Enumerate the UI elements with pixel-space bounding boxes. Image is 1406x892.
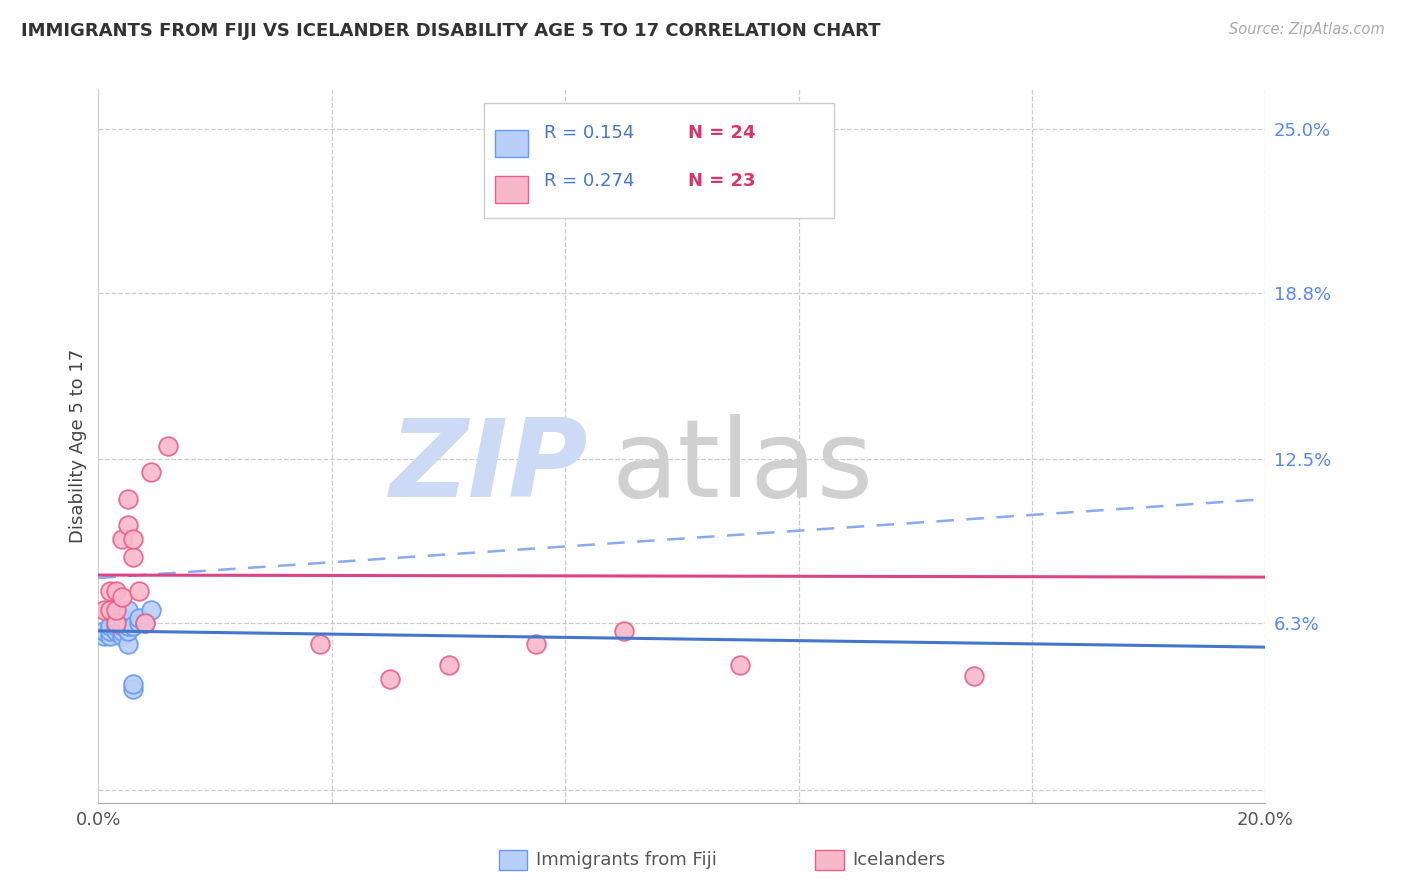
- Point: [524, 637, 547, 651]
- Point: [139, 466, 162, 480]
- Text: N = 23: N = 23: [688, 171, 755, 189]
- Point: [117, 603, 139, 617]
- FancyBboxPatch shape: [495, 129, 527, 157]
- Point: [378, 672, 402, 686]
- Point: [104, 611, 127, 625]
- FancyBboxPatch shape: [495, 176, 527, 203]
- Point: [104, 616, 127, 631]
- Point: [122, 618, 145, 632]
- Point: [157, 439, 180, 453]
- Point: [117, 491, 139, 506]
- Point: [111, 532, 134, 546]
- Point: [758, 175, 780, 189]
- Point: [128, 616, 150, 631]
- Point: [111, 611, 134, 625]
- Point: [962, 669, 984, 683]
- Point: [98, 618, 121, 632]
- Point: [122, 677, 145, 691]
- Point: [117, 624, 139, 638]
- Point: [134, 616, 156, 631]
- FancyBboxPatch shape: [484, 103, 834, 218]
- Point: [104, 584, 127, 599]
- Point: [104, 614, 127, 628]
- Text: Source: ZipAtlas.com: Source: ZipAtlas.com: [1229, 22, 1385, 37]
- Point: [111, 624, 134, 638]
- Point: [728, 658, 751, 673]
- Point: [98, 584, 121, 599]
- Y-axis label: Disability Age 5 to 17: Disability Age 5 to 17: [69, 349, 87, 543]
- Point: [111, 590, 134, 604]
- Point: [122, 549, 145, 564]
- Text: R = 0.154: R = 0.154: [544, 125, 634, 143]
- Point: [128, 611, 150, 625]
- Text: IMMIGRANTS FROM FIJI VS ICELANDER DISABILITY AGE 5 TO 17 CORRELATION CHART: IMMIGRANTS FROM FIJI VS ICELANDER DISABI…: [21, 22, 880, 40]
- Point: [104, 618, 127, 632]
- Point: [104, 603, 127, 617]
- Point: [98, 624, 121, 638]
- Point: [134, 616, 156, 631]
- Point: [122, 532, 145, 546]
- Point: [104, 624, 127, 638]
- Point: [437, 658, 460, 673]
- Point: [128, 584, 150, 599]
- Text: ZIP: ZIP: [391, 415, 589, 520]
- Point: [93, 624, 115, 638]
- Text: N = 24: N = 24: [688, 125, 755, 143]
- Point: [98, 603, 121, 617]
- Point: [117, 637, 139, 651]
- Point: [111, 618, 134, 632]
- Point: [309, 637, 332, 651]
- Point: [93, 603, 115, 617]
- Point: [122, 682, 145, 697]
- Point: [139, 603, 162, 617]
- Text: R = 0.274: R = 0.274: [544, 171, 634, 189]
- Point: [117, 518, 139, 533]
- Text: atlas: atlas: [612, 415, 875, 520]
- Point: [111, 629, 134, 643]
- Text: Immigrants from Fiji: Immigrants from Fiji: [536, 851, 717, 869]
- Point: [98, 629, 121, 643]
- Text: Icelanders: Icelanders: [852, 851, 945, 869]
- Point: [93, 629, 115, 643]
- Point: [117, 618, 139, 632]
- Point: [612, 624, 634, 638]
